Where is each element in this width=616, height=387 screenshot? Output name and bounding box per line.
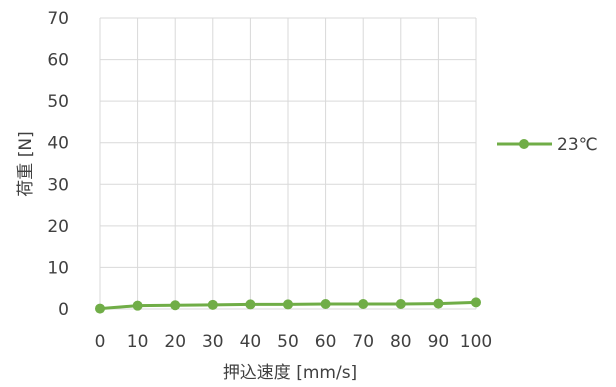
x-tick-label: 90 (428, 332, 450, 352)
data-point (471, 297, 481, 308)
x-tick-label: 40 (240, 332, 262, 352)
x-tick-label: 80 (390, 332, 412, 352)
y-tick-label: 60 (47, 51, 69, 71)
x-tick-label: 100 (460, 332, 492, 352)
y-tick-label: 0 (58, 300, 69, 320)
data-point (358, 299, 369, 310)
data-point (207, 299, 218, 310)
data-point (245, 299, 256, 310)
x-tick-label: 50 (277, 332, 299, 352)
y-tick-label: 20 (47, 217, 69, 237)
data-point (95, 303, 105, 314)
x-tick-label: 10 (127, 332, 149, 352)
x-tick-label: 70 (352, 332, 374, 352)
legend: 23℃ (497, 135, 598, 155)
tick-labels: 0 10 20 30 40 50 60 70 0 10 20 30 40 50 60 70 80 90 100 (47, 9, 492, 352)
y-tick-label: 10 (47, 258, 69, 278)
x-tick-label: 60 (315, 332, 337, 352)
data-point (433, 298, 444, 309)
grid (99, 17, 477, 310)
y-tick-label: 40 (47, 134, 69, 154)
x-axis-label: 押込速度 [mm/s] (223, 363, 357, 383)
x-tick-label: 30 (202, 332, 224, 352)
data-point (132, 300, 143, 311)
data-point (395, 299, 406, 310)
series-layer (95, 297, 481, 314)
data-point (170, 300, 181, 311)
y-tick-label: 70 (47, 9, 69, 29)
y-tick-label: 30 (47, 175, 69, 195)
x-tick-label: 0 (95, 332, 106, 352)
legend-label: 23℃ (557, 135, 598, 155)
data-point (320, 299, 331, 310)
y-tick-label: 50 (47, 92, 69, 112)
x-tick-label: 20 (164, 332, 186, 352)
legend-marker (519, 139, 529, 149)
y-axis-label: 荷重 [N] (16, 131, 36, 196)
data-point (283, 299, 293, 310)
